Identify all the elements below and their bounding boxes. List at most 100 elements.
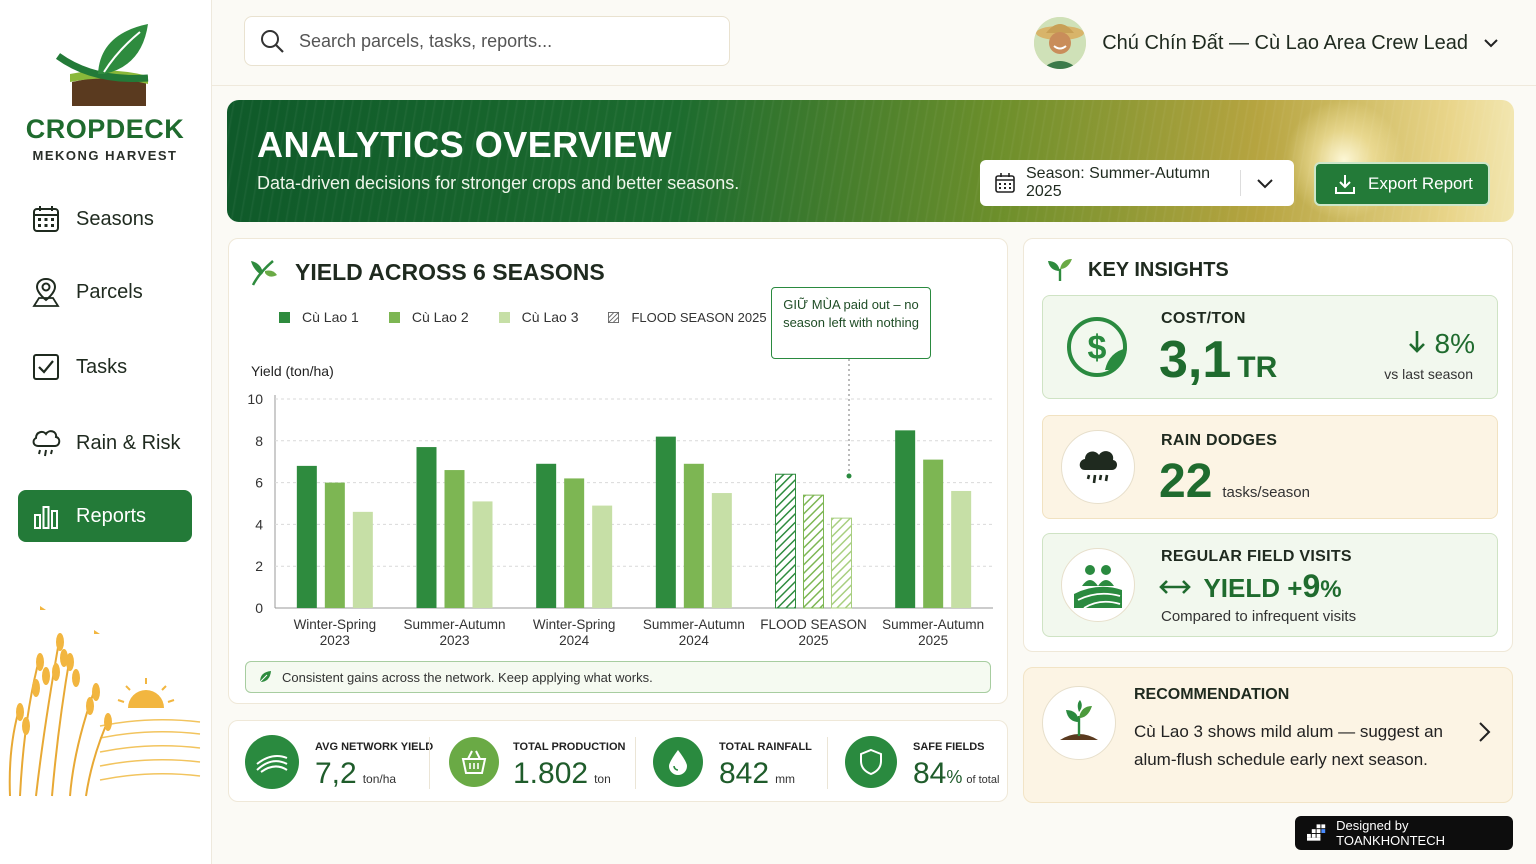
search-icon (261, 30, 284, 53)
stat-total-rainfall (653, 721, 719, 803)
insight-change-note: vs last season (1384, 366, 1473, 382)
insight-field-visits: REGULAR FIELD VISITS YIELD +9% Compared … (1042, 533, 1498, 637)
sidebar-item-label: Rain & Risk (76, 431, 181, 454)
recommendation-card[interactable]: RECOMMENDATION Cù Lao 3 shows mild alum … (1023, 667, 1513, 803)
bar (803, 494, 824, 609)
stat-total-production (449, 721, 515, 803)
x-tick-label: Summer-Autumn (882, 617, 984, 632)
stat-label: TOTAL RAINFALL (719, 741, 812, 753)
page-subtitle: Data-driven decisions for stronger crops… (257, 173, 740, 193)
stat-value: 842 mm (719, 757, 796, 790)
x-tick-label: FLOOD SEASON (760, 617, 867, 632)
x-tick-label: Summer-Autumn (643, 617, 745, 632)
y-tick-label: 4 (255, 516, 263, 532)
x-tick-label: 2023 (439, 633, 469, 648)
insight-label: REGULAR FIELD VISITS (1161, 548, 1352, 565)
user-menu[interactable]: Chú Chín Đất — Cù Lao Area Crew Lead (1034, 14, 1500, 72)
avatar (1034, 17, 1087, 69)
yield-chart-card: YIELD ACROSS 6 SEASONS Cù Lao 1 Cù Lao 2… (228, 238, 1008, 704)
bar (895, 430, 916, 608)
rice-field-illustration (8, 606, 201, 797)
sidebar-item-label: Reports (76, 504, 147, 527)
bar (536, 463, 557, 608)
search-bar[interactable] (244, 16, 730, 66)
hero-banner: ANALYTICS OVERVIEW Data-driven decisions… (227, 100, 1514, 222)
bar (683, 463, 704, 608)
chevron-right-icon[interactable] (1476, 720, 1492, 744)
recommendation-title: RECOMMENDATION (1134, 686, 1290, 703)
y-tick-label: 8 (255, 433, 263, 449)
insight-change: 8% (1389, 328, 1475, 360)
x-tick-label: Summer-Autumn (403, 617, 505, 632)
map-pin-icon (30, 276, 62, 308)
search-input[interactable] (299, 30, 699, 52)
bar (775, 473, 796, 609)
insight-rain-dodges: RAIN DODGES 22 tasks/season (1042, 415, 1498, 519)
bar (416, 447, 437, 608)
legend-item: Cù Lao 1 (279, 309, 359, 325)
sidebar-item-label: Parcels (76, 280, 143, 303)
brand-mark-icon (1307, 824, 1326, 841)
export-report-button[interactable]: Export Report (1314, 162, 1490, 206)
brand-name: CROPDECK (25, 114, 185, 144)
y-tick-label: 0 (255, 600, 263, 616)
bar (711, 493, 732, 608)
bar (592, 505, 613, 608)
y-tick-label: 2 (255, 558, 263, 574)
chart-title: YIELD ACROSS 6 SEASONS (295, 259, 605, 285)
legend-item: FLOOD SEASON 2025 (608, 310, 767, 325)
sidebar-item-tasks[interactable]: Tasks (18, 341, 192, 393)
money-leaf-icon: $ (1061, 310, 1135, 384)
chevron-down-icon (1484, 39, 1498, 48)
bar (352, 511, 373, 608)
x-tick-label: 2025 (798, 633, 828, 648)
designed-by-text: Designed by TOANKHONTECH (1336, 818, 1445, 848)
stat-value: 1.802 ton (513, 757, 611, 790)
user-name: Chú Chín Đất — Cù Lao Area Crew Lead (1102, 31, 1468, 54)
stat-value: 7,2 ton/ha (315, 757, 397, 790)
bar (296, 465, 317, 608)
sidebar-item-rain-risk[interactable]: Rain & Risk (18, 417, 192, 469)
sidebar: CROPDECK MEKONG HARVEST Seasons Parcels … (0, 0, 212, 864)
x-tick-label: 2024 (559, 633, 590, 648)
water-drop-icon (653, 737, 703, 787)
bar (831, 517, 852, 609)
y-tick-label: 6 (255, 475, 263, 491)
sprout-icon (251, 260, 277, 286)
insight-value: 3,1 TR (1159, 331, 1278, 389)
legend-item: Cù Lao 3 (498, 309, 578, 325)
insight-label: COST/TON (1161, 310, 1246, 327)
stat-label: AVG NETWORK YIELD (315, 741, 434, 753)
leaf-icon (259, 671, 271, 683)
season-dropdown[interactable]: Season: Summer-Autumn 2025 (980, 160, 1294, 206)
x-tick-label: Winter-Spring (533, 617, 616, 632)
seedling-icon (1042, 686, 1116, 760)
stat-safe-fields (845, 721, 913, 803)
download-icon (1335, 175, 1355, 194)
top-bar: Chú Chín Đất — Cù Lao Area Crew Lead (212, 0, 1536, 86)
bar (444, 470, 465, 608)
insight-note: Compared to infrequent visits (1161, 608, 1357, 625)
leaf-logo-icon (55, 24, 149, 106)
stat-label: TOTAL PRODUCTION (513, 741, 626, 753)
bar (655, 436, 676, 608)
app-logo[interactable]: CROPDECK MEKONG HARVEST (20, 20, 190, 170)
sidebar-item-label: Tasks (76, 355, 128, 378)
stat-avg-yield (245, 721, 315, 803)
calendar-icon (30, 203, 62, 235)
chart-note-text: Consistent gains across the network. Kee… (282, 669, 653, 685)
insights-title: KEY INSIGHTS (1088, 259, 1229, 281)
sidebar-item-parcels[interactable]: Parcels (18, 266, 192, 318)
bar (564, 478, 585, 608)
arrow-down-icon (1408, 331, 1425, 353)
farmers-field-icon (1061, 548, 1135, 622)
insight-value: 22 tasks/season (1159, 455, 1310, 508)
brand-subtitle: MEKONG HARVEST (32, 148, 178, 163)
sidebar-item-reports[interactable]: Reports (18, 490, 192, 542)
sidebar-item-seasons[interactable]: Seasons (18, 193, 192, 245)
y-axis-label: Yield (ton/ha) (251, 363, 334, 379)
summary-stats: AVG NETWORK YIELD 7,2 ton/ha TOTAL PRODUC… (228, 720, 1008, 802)
sprout-icon (1048, 259, 1072, 281)
calendar-icon (995, 173, 1015, 193)
chart-annotation: GIỮ MÙA paid out – no season left with n… (771, 287, 931, 359)
